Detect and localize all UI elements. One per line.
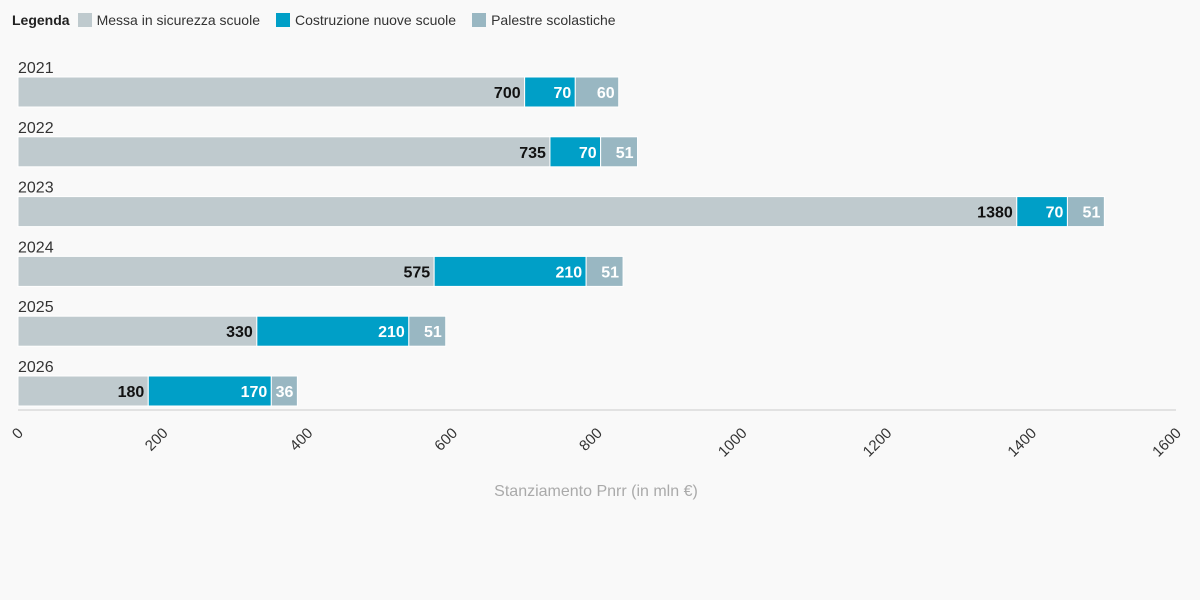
data-label: 180 [118, 384, 145, 401]
x-tick-label: 600 [431, 425, 461, 455]
bar-segment [147, 375, 272, 407]
bar-segment [17, 255, 435, 287]
legend-item-palestre: Palestre scolastiche [472, 12, 616, 28]
x-tick-label: 1000 [715, 425, 751, 461]
legend: Legenda Messa in sicurezza scuole Costru… [12, 12, 632, 28]
data-label: 70 [553, 85, 571, 102]
data-label: 51 [601, 264, 619, 281]
bar-segment [256, 315, 410, 347]
legend-label-messa: Messa in sicurezza scuole [96, 12, 260, 28]
data-label: 170 [241, 384, 268, 401]
x-tick-label: 1600 [1149, 425, 1185, 461]
bar-segment [549, 136, 602, 168]
x-tick-label: 400 [287, 425, 317, 455]
bar-segment [1066, 196, 1105, 228]
x-tick-label: 1400 [1004, 425, 1040, 461]
data-label: 51 [424, 324, 442, 341]
legend-swatch-costruzione [275, 13, 290, 27]
bar-segment [600, 136, 639, 168]
bar-segment [574, 76, 620, 108]
x-axis: 0 200 400 600 800 1000 1200 1400 1600 [9, 409, 1185, 461]
data-label: 330 [226, 324, 253, 341]
category-label: 2023 [18, 180, 54, 197]
bar-segment [408, 315, 447, 347]
legend-swatch-palestre [472, 13, 487, 27]
bars-layer: 2021 700 70 60 2022 735 70 51 2023 1380 70 51 2024 57… [17, 60, 1105, 407]
x-tick-label: 1200 [860, 425, 896, 461]
bar-segment [585, 255, 624, 287]
bar-segment [17, 196, 1018, 228]
x-tick-label: 200 [142, 425, 172, 455]
category-label: 2026 [18, 359, 54, 376]
bar-segment [433, 255, 587, 287]
category-label: 2024 [18, 239, 54, 256]
data-label: 735 [519, 145, 546, 162]
category-label: 2025 [18, 299, 54, 316]
bar-segment [17, 375, 149, 407]
legend-label-palestre: Palestre scolastiche [491, 12, 616, 28]
bar-segment [17, 76, 526, 108]
data-label: 60 [597, 85, 615, 102]
data-label: 70 [1046, 205, 1064, 222]
data-label: 575 [403, 264, 430, 281]
bar-segment [270, 375, 298, 407]
data-label: 70 [579, 145, 597, 162]
data-label: 51 [616, 145, 634, 162]
category-label: 2021 [18, 60, 54, 77]
data-label: 1380 [977, 205, 1013, 222]
data-label: 36 [276, 384, 294, 401]
category-label: 2022 [18, 120, 54, 137]
x-axis-title: Stanziamento Pnrr (in mln €) [494, 483, 698, 500]
data-label: 210 [378, 324, 405, 341]
bar-segment [17, 136, 551, 168]
bar-segment [17, 315, 258, 347]
x-tick-label: 800 [576, 425, 606, 455]
x-tick-label: 0 [9, 425, 27, 443]
bar-segment [524, 76, 576, 108]
data-label: 700 [494, 85, 521, 102]
legend-item-costruzione: Costruzione nuove scuole [275, 12, 457, 28]
legend-title: Legenda [12, 12, 70, 28]
legend-item-messa: Messa in sicurezza scuole [77, 12, 260, 28]
legend-swatch-messa [77, 13, 92, 27]
legend-label-costruzione: Costruzione nuove scuole [294, 12, 457, 28]
data-label: 210 [555, 264, 582, 281]
data-label: 51 [1083, 205, 1101, 222]
